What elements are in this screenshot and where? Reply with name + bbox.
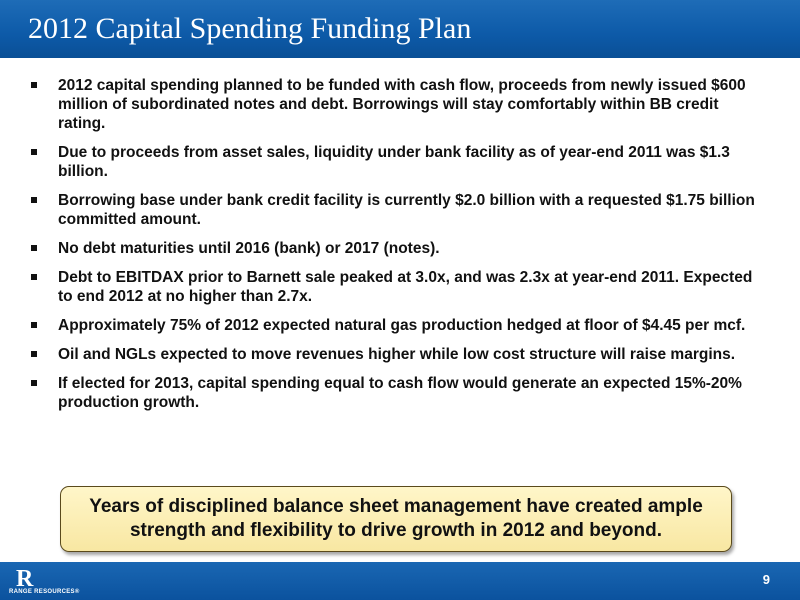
square-bullet-icon: [31, 274, 37, 280]
square-bullet-icon: [31, 149, 37, 155]
bullet-item: Oil and NGLs expected to move revenues h…: [28, 345, 768, 364]
bullet-item: 2012 capital spending planned to be fund…: [28, 76, 768, 133]
square-bullet-icon: [31, 82, 37, 88]
range-resources-logo-icon: R: [16, 566, 34, 592]
bullet-list: 2012 capital spending planned to be fund…: [28, 76, 768, 422]
title-bar: 2012 Capital Spending Funding Plan: [0, 0, 800, 58]
square-bullet-icon: [31, 322, 37, 328]
bullet-item: Borrowing base under bank credit facilit…: [28, 191, 768, 229]
callout-text: Years of disciplined balance sheet manag…: [89, 496, 703, 541]
bullet-text: 2012 capital spending planned to be fund…: [58, 77, 746, 132]
bullet-item: Approximately 75% of 2012 expected natur…: [28, 316, 768, 335]
footer-bar: R RANGE RESOURCES® 9: [0, 562, 800, 600]
callout-box: Years of disciplined balance sheet manag…: [60, 486, 732, 552]
bullet-text: Oil and NGLs expected to move revenues h…: [58, 346, 736, 363]
bullet-text: Debt to EBITDAX prior to Barnett sale pe…: [58, 269, 753, 305]
bullet-text: Approximately 75% of 2012 expected natur…: [58, 317, 746, 334]
bullet-text: Due to proceeds from asset sales, liquid…: [58, 144, 730, 180]
square-bullet-icon: [31, 351, 37, 357]
bullet-text: No debt maturities until 2016 (bank) or …: [58, 240, 440, 257]
bullet-text: If elected for 2013, capital spending eq…: [58, 375, 742, 411]
bullet-item: No debt maturities until 2016 (bank) or …: [28, 239, 768, 258]
bullet-text: Borrowing base under bank credit facilit…: [58, 192, 755, 228]
square-bullet-icon: [31, 380, 37, 386]
square-bullet-icon: [31, 197, 37, 203]
slide-title: 2012 Capital Spending Funding Plan: [28, 12, 472, 45]
bullet-item: Debt to EBITDAX prior to Barnett sale pe…: [28, 268, 768, 306]
square-bullet-icon: [31, 245, 37, 251]
page-number: 9: [762, 572, 770, 587]
bullet-item: Due to proceeds from asset sales, liquid…: [28, 143, 768, 181]
logo-wordmark: RANGE RESOURCES®: [9, 589, 80, 595]
bullet-item: If elected for 2013, capital spending eq…: [28, 374, 768, 412]
